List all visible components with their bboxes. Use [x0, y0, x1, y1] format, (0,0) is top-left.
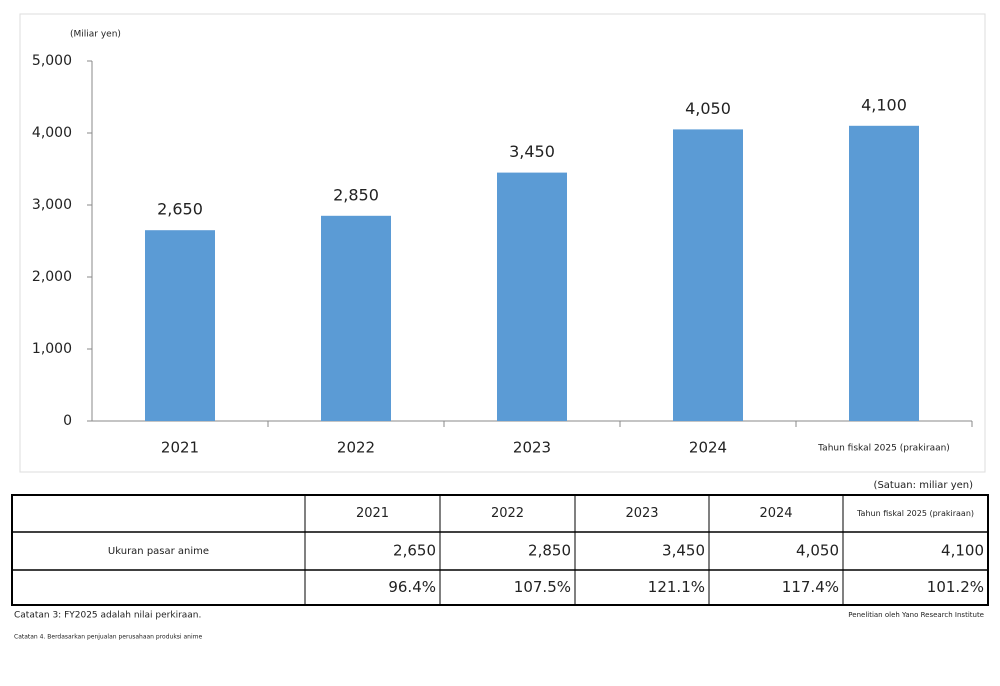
table-cell: 96.4% — [388, 578, 436, 596]
bar — [145, 230, 215, 421]
note: Catatan 4. Berdasarkan penjualan perusah… — [14, 634, 202, 641]
table-cell: 3,450 — [662, 542, 705, 560]
note: Catatan 3: FY2025 adalah nilai perkiraan… — [14, 611, 201, 621]
unit-label: (Miliar yen) — [70, 30, 121, 40]
table-header: 2023 — [625, 506, 658, 521]
table-cell: 2,850 — [528, 542, 571, 560]
y-tick-label: 4,000 — [32, 125, 72, 141]
x-tick-label: 2024 — [689, 439, 727, 457]
table-cell: 117.4% — [782, 578, 839, 596]
data-label: 2,850 — [333, 185, 379, 204]
row-label: Ukuran pasar anime — [108, 546, 209, 557]
table-unit: (Satuan: miliar yen) — [874, 480, 974, 491]
x-tick-label: 2021 — [161, 439, 199, 457]
y-tick-label: 3,000 — [32, 197, 72, 213]
table-header: 2022 — [491, 506, 524, 521]
table-cell: 101.2% — [927, 578, 984, 596]
x-tick-label: 2022 — [337, 439, 375, 457]
table-border — [11, 494, 989, 606]
bar — [673, 129, 743, 421]
y-tick-label: 1,000 — [32, 341, 72, 357]
source: Penelitian oleh Yano Research Institute — [848, 611, 984, 619]
y-tick-label: 0 — [63, 413, 72, 429]
table-cell: 121.1% — [648, 578, 705, 596]
data-label: 4,050 — [685, 99, 731, 118]
y-tick-label: 2,000 — [32, 269, 72, 285]
table-cell: 4,100 — [941, 542, 984, 560]
bar — [497, 172, 567, 421]
table-cell: 4,050 — [796, 542, 839, 560]
data-label: 3,450 — [509, 142, 555, 161]
table-header: Tahun fiskal 2025 (prakiraan) — [856, 509, 974, 518]
table-cell: 2,650 — [393, 542, 436, 560]
bar — [321, 215, 391, 421]
y-tick-label: 5,000 — [32, 53, 72, 69]
table: (Satuan: miliar yen) — [11, 480, 989, 606]
x-tick-label: 2023 — [513, 439, 551, 457]
bar — [849, 125, 919, 422]
data-label: 4,100 — [861, 95, 907, 114]
table-cell: 107.5% — [514, 578, 571, 596]
table-header: 2024 — [759, 506, 792, 521]
x-tick-label: Tahun fiskal 2025 (prakiraan) — [817, 444, 950, 454]
table-header: 2021 — [356, 506, 389, 521]
data-label: 2,650 — [157, 200, 203, 219]
